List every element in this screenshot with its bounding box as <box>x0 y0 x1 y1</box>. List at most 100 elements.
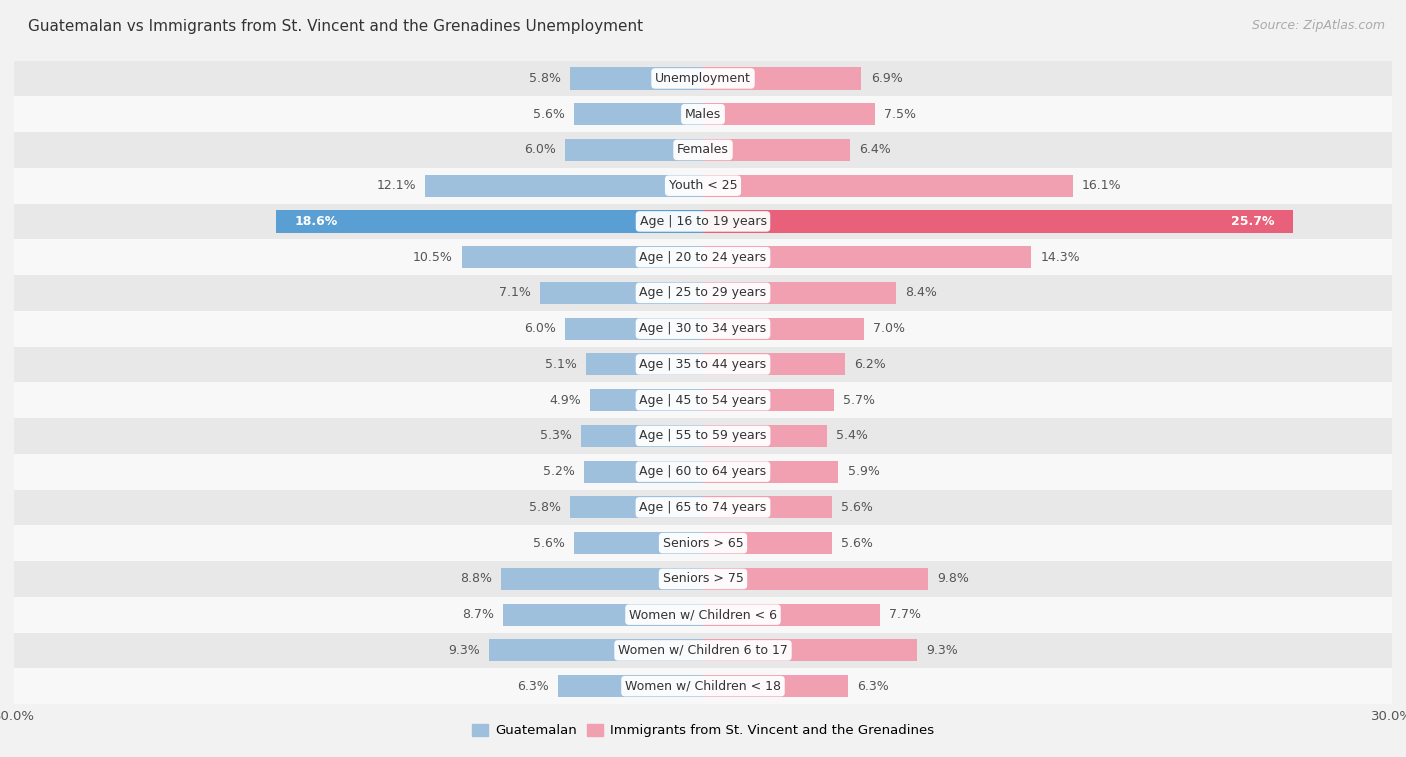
Bar <box>703 210 1294 232</box>
Text: 25.7%: 25.7% <box>1232 215 1275 228</box>
Bar <box>14 561 1392 597</box>
Bar <box>703 603 880 626</box>
Bar <box>14 239 1392 275</box>
Bar <box>703 318 863 340</box>
Text: 8.7%: 8.7% <box>463 608 494 621</box>
Bar <box>14 453 1392 490</box>
Text: Guatemalan vs Immigrants from St. Vincent and the Grenadines Unemployment: Guatemalan vs Immigrants from St. Vincen… <box>28 19 644 34</box>
Text: 4.9%: 4.9% <box>550 394 581 407</box>
Text: Age | 55 to 59 years: Age | 55 to 59 years <box>640 429 766 442</box>
Bar <box>575 103 703 125</box>
Text: Age | 45 to 54 years: Age | 45 to 54 years <box>640 394 766 407</box>
Bar <box>14 275 1392 311</box>
Text: Source: ZipAtlas.com: Source: ZipAtlas.com <box>1251 19 1385 32</box>
Text: 12.1%: 12.1% <box>377 179 416 192</box>
Text: 8.4%: 8.4% <box>905 286 936 300</box>
Bar <box>14 633 1392 668</box>
Text: Women w/ Children 6 to 17: Women w/ Children 6 to 17 <box>619 644 787 657</box>
Text: 5.6%: 5.6% <box>841 537 873 550</box>
Text: 6.4%: 6.4% <box>859 143 891 157</box>
Text: 9.3%: 9.3% <box>925 644 957 657</box>
Text: Women w/ Children < 6: Women w/ Children < 6 <box>628 608 778 621</box>
Text: 14.3%: 14.3% <box>1040 251 1080 263</box>
Bar <box>703 460 838 483</box>
Text: 5.2%: 5.2% <box>543 465 575 478</box>
Bar <box>591 389 703 411</box>
Text: 10.5%: 10.5% <box>413 251 453 263</box>
Text: Women w/ Children < 18: Women w/ Children < 18 <box>626 680 780 693</box>
Text: 6.3%: 6.3% <box>517 680 550 693</box>
Bar <box>425 175 703 197</box>
Text: 5.7%: 5.7% <box>844 394 875 407</box>
Text: Age | 16 to 19 years: Age | 16 to 19 years <box>640 215 766 228</box>
Text: 6.2%: 6.2% <box>855 358 886 371</box>
Text: 6.0%: 6.0% <box>524 322 555 335</box>
Text: 7.0%: 7.0% <box>873 322 905 335</box>
Bar <box>14 168 1392 204</box>
Bar <box>703 67 862 89</box>
Text: 5.6%: 5.6% <box>533 107 565 120</box>
Text: Age | 35 to 44 years: Age | 35 to 44 years <box>640 358 766 371</box>
Text: Unemployment: Unemployment <box>655 72 751 85</box>
Text: Age | 60 to 64 years: Age | 60 to 64 years <box>640 465 766 478</box>
Text: 16.1%: 16.1% <box>1083 179 1122 192</box>
Text: Age | 30 to 34 years: Age | 30 to 34 years <box>640 322 766 335</box>
Text: Age | 25 to 29 years: Age | 25 to 29 years <box>640 286 766 300</box>
Text: 9.3%: 9.3% <box>449 644 481 657</box>
Text: 5.9%: 5.9% <box>848 465 880 478</box>
Text: Seniors > 75: Seniors > 75 <box>662 572 744 585</box>
Text: Males: Males <box>685 107 721 120</box>
Bar <box>703 568 928 590</box>
Bar <box>14 668 1392 704</box>
Bar <box>461 246 703 268</box>
Bar <box>703 282 896 304</box>
Bar <box>703 175 1073 197</box>
Bar <box>703 246 1032 268</box>
Text: 9.8%: 9.8% <box>938 572 969 585</box>
Bar <box>14 61 1392 96</box>
Text: 6.3%: 6.3% <box>856 680 889 693</box>
Bar <box>558 675 703 697</box>
Bar <box>703 675 848 697</box>
Bar <box>14 132 1392 168</box>
Bar <box>565 318 703 340</box>
Bar <box>14 382 1392 418</box>
Bar <box>703 640 917 662</box>
Bar <box>569 67 703 89</box>
Bar <box>14 204 1392 239</box>
Text: 5.1%: 5.1% <box>544 358 576 371</box>
Bar <box>503 603 703 626</box>
Text: 5.3%: 5.3% <box>540 429 572 442</box>
Bar <box>703 389 834 411</box>
Bar <box>14 597 1392 633</box>
Text: Seniors > 65: Seniors > 65 <box>662 537 744 550</box>
Text: 7.1%: 7.1% <box>499 286 531 300</box>
Bar <box>565 139 703 161</box>
Bar <box>14 96 1392 132</box>
Text: 5.6%: 5.6% <box>533 537 565 550</box>
Bar <box>14 311 1392 347</box>
Text: 8.8%: 8.8% <box>460 572 492 585</box>
Bar <box>14 490 1392 525</box>
Bar <box>583 460 703 483</box>
Bar <box>540 282 703 304</box>
Bar <box>703 425 827 447</box>
Bar <box>14 347 1392 382</box>
Bar <box>703 497 831 519</box>
Text: 5.4%: 5.4% <box>837 429 868 442</box>
Bar <box>14 525 1392 561</box>
Text: 7.5%: 7.5% <box>884 107 917 120</box>
Bar <box>703 354 845 375</box>
Text: 5.6%: 5.6% <box>841 501 873 514</box>
Text: Females: Females <box>678 143 728 157</box>
Text: 6.9%: 6.9% <box>870 72 903 85</box>
Bar <box>703 103 875 125</box>
Text: 5.8%: 5.8% <box>529 72 561 85</box>
Bar <box>569 497 703 519</box>
Text: Age | 65 to 74 years: Age | 65 to 74 years <box>640 501 766 514</box>
Text: 18.6%: 18.6% <box>294 215 337 228</box>
Bar <box>276 210 703 232</box>
Text: 6.0%: 6.0% <box>524 143 555 157</box>
Text: 5.8%: 5.8% <box>529 501 561 514</box>
Bar <box>703 139 851 161</box>
